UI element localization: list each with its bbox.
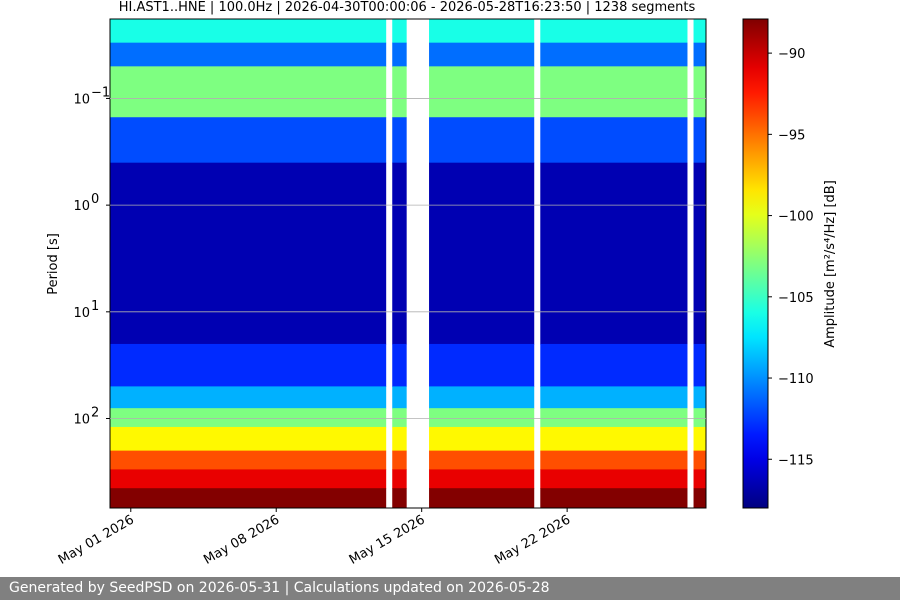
heatmap-cell xyxy=(110,408,387,428)
colorbar-tick-label: −95 xyxy=(778,128,805,143)
heatmap-cell xyxy=(540,386,688,409)
heatmap-cell xyxy=(540,426,688,452)
x-tick-label: May 15 2026 xyxy=(347,512,428,567)
colorbar xyxy=(742,18,769,509)
heatmap-cell xyxy=(540,408,688,428)
heatmap-cell xyxy=(693,162,706,345)
heatmap-cell xyxy=(110,450,387,470)
heatmap-cell xyxy=(693,42,706,67)
heatmap-cell xyxy=(429,42,535,67)
heatmap-cell xyxy=(540,469,688,489)
heatmap-cell xyxy=(392,162,407,345)
colorbar-tick-label: −110 xyxy=(778,372,814,387)
y-tick-label: 10 xyxy=(73,306,90,321)
heatmap-cell xyxy=(693,386,706,409)
heatmap-cell xyxy=(110,117,387,164)
heatmap-cell xyxy=(540,450,688,470)
heatmap-cell xyxy=(110,162,387,345)
heatmap-cell xyxy=(693,469,706,489)
y-axis-label: Period [s] xyxy=(46,233,61,295)
chart: HI.AST1..HNE | 100.0Hz | 2026-04-30T00:0… xyxy=(46,0,838,568)
heatmap-cell xyxy=(693,408,706,428)
heatmap-cell xyxy=(429,408,535,428)
heatmap-cell xyxy=(392,66,407,118)
heatmap-cell xyxy=(429,450,535,470)
heatmap-cell xyxy=(392,42,407,67)
heatmap-cell xyxy=(693,426,706,452)
heatmap-cell xyxy=(110,469,387,489)
y-tick-exponent: 2 xyxy=(91,406,99,421)
y-tick-exponent: 1 xyxy=(91,299,99,314)
heatmap-cell xyxy=(540,42,688,67)
chart-title: HI.AST1..HNE | 100.0Hz | 2026-04-30T00:0… xyxy=(119,0,696,15)
plot-frame xyxy=(109,18,707,509)
heatmap-cell xyxy=(110,42,387,67)
heatmap-cell xyxy=(429,117,535,164)
heatmap-cell xyxy=(110,343,387,387)
heatmap-cell xyxy=(540,488,688,509)
colorbar-tick-label: −100 xyxy=(778,210,814,225)
heatmap-cell xyxy=(429,426,535,452)
heatmap-cell xyxy=(392,450,407,470)
y-tick-label: 10 xyxy=(73,413,90,428)
colorbar-tick-label: −90 xyxy=(778,47,805,62)
heatmap-cell xyxy=(392,343,407,387)
heatmap-cell xyxy=(429,343,535,387)
heatmap-cell xyxy=(540,66,688,118)
heatmap-cell xyxy=(392,488,407,509)
heatmap-cell xyxy=(392,117,407,164)
heatmap-cell xyxy=(540,117,688,164)
heatmap-cell xyxy=(693,117,706,164)
heatmap-cell xyxy=(429,162,535,345)
heatmap-cell xyxy=(540,162,688,345)
heatmap-cell xyxy=(693,343,706,387)
heatmap-cell xyxy=(693,19,706,44)
heatmap-cell xyxy=(110,426,387,452)
colorbar-tick-label: −115 xyxy=(778,453,814,468)
heatmap-cell xyxy=(429,66,535,118)
x-tick-label: May 01 2026 xyxy=(56,512,137,567)
heatmap-cell xyxy=(392,408,407,428)
heatmap-cell xyxy=(392,426,407,452)
x-tick-label: May 08 2026 xyxy=(201,512,282,567)
heatmap-cell xyxy=(110,66,387,118)
heatmap-cell xyxy=(392,386,407,409)
heatmap-cell xyxy=(693,488,706,509)
colorbar-tick-label: −105 xyxy=(778,291,814,306)
heatmap-cell xyxy=(110,386,387,409)
heatmap-cell xyxy=(540,343,688,387)
heatmap-cell xyxy=(392,19,407,44)
heatmap-cell xyxy=(693,66,706,118)
heatmap-cell xyxy=(429,386,535,409)
colorbar-label: Amplitude [m²/s⁴/Hz] [dB] xyxy=(823,180,838,348)
y-tick-exponent: 0 xyxy=(91,192,99,207)
heatmap-cell xyxy=(392,469,407,489)
heatmap-cell xyxy=(693,450,706,470)
heatmap-cell xyxy=(429,469,535,489)
heatmap-cell xyxy=(540,19,688,44)
y-tick-label: 10 xyxy=(73,199,90,214)
heatmap-cell xyxy=(110,19,387,44)
x-tick-label: May 22 2026 xyxy=(492,512,573,567)
heatmap-cell xyxy=(429,19,535,44)
y-tick-exponent: −1 xyxy=(91,85,110,100)
y-tick-label: 10 xyxy=(73,92,90,107)
footer: Generated by SeedPSD on 2026-05-31 | Cal… xyxy=(0,577,900,600)
heatmap-cell xyxy=(110,488,387,509)
heatmap-cell xyxy=(429,488,535,509)
